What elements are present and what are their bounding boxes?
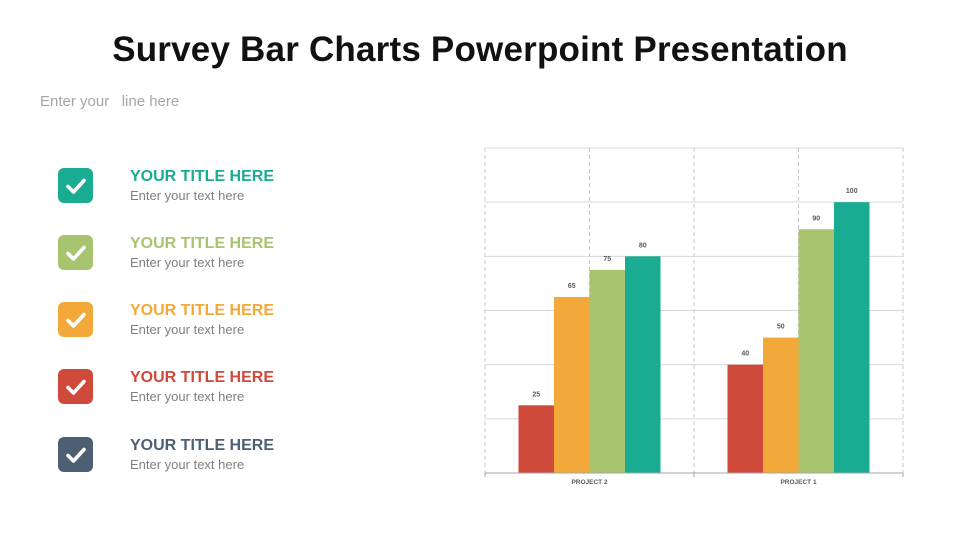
- data-label: 65: [568, 283, 576, 290]
- check-icon: [58, 437, 93, 472]
- bar: [763, 337, 799, 473]
- bar-chart: 25 65 75 80 PROJECT 2 40 50 90 100 PROJECT 1: [484, 147, 904, 486]
- item-text: Enter your text here: [130, 322, 245, 337]
- data-label: 90: [812, 215, 820, 222]
- item-title: YOUR TITLE HERE: [130, 302, 275, 319]
- bar: [798, 229, 834, 473]
- data-label: 100: [846, 188, 858, 195]
- data-label: 75: [603, 256, 611, 263]
- item-text: Enter your text here: [130, 389, 245, 404]
- data-label: 80: [639, 242, 647, 249]
- x-tick-label: PROJECT 2: [571, 479, 608, 486]
- check-icon: [58, 235, 93, 270]
- item-title: YOUR TITLE HERE: [130, 168, 275, 185]
- check-icon: [58, 369, 93, 404]
- item-title: YOUR TITLE HERE: [130, 369, 275, 386]
- bar: [834, 202, 870, 473]
- page-title: Survey Bar Charts Powerpoint Presentatio…: [112, 30, 848, 69]
- item-text: Enter your text here: [130, 255, 245, 270]
- item-title: YOUR TITLE HERE: [130, 437, 275, 454]
- data-label: 40: [741, 351, 749, 358]
- check-icon: [58, 302, 93, 337]
- item-text: Enter your text here: [130, 188, 245, 203]
- data-label: 25: [532, 391, 540, 398]
- bar: [589, 269, 625, 473]
- page-subtitle: Enter your line here: [40, 93, 180, 110]
- bar: [625, 256, 661, 473]
- bar: [727, 364, 763, 473]
- x-tick-label: PROJECT 1: [780, 479, 817, 486]
- item-text: Enter your text here: [130, 457, 245, 472]
- item-title: YOUR TITLE HERE: [130, 235, 275, 252]
- data-label: 50: [777, 324, 785, 331]
- bar: [554, 296, 590, 473]
- bar: [518, 405, 554, 473]
- check-icon: [58, 168, 93, 203]
